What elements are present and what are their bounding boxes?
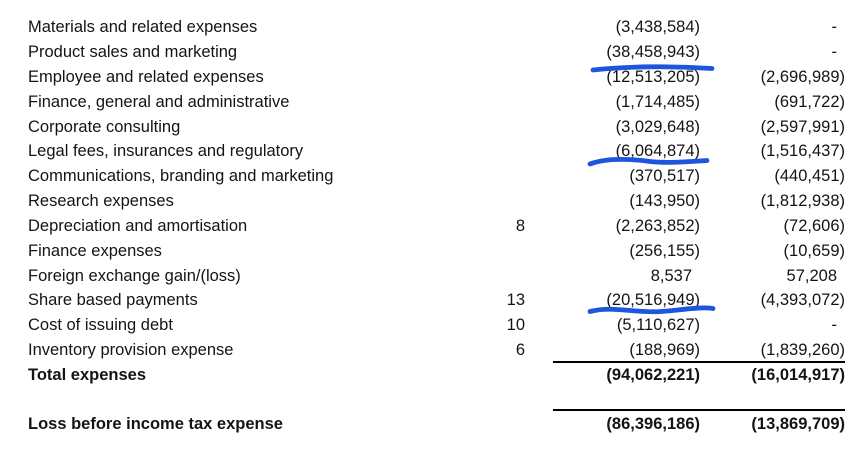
row-note: 13	[506, 291, 525, 310]
row-label: Share based payments	[28, 291, 198, 310]
table-row: Finance expenses (256,155) (10,659)	[0, 239, 868, 264]
row-spacer	[0, 388, 868, 412]
table-row: Research expenses (143,950) (1,812,938)	[0, 189, 868, 214]
table-row: Cost of issuing debt 10 (5,110,627) -	[0, 313, 868, 338]
row-value-prior: 57,208	[786, 266, 837, 285]
row-value-prior: (4,393,072)	[760, 291, 845, 310]
row-label: Cost of issuing debt	[28, 316, 173, 335]
row-value-current: (143,950)	[629, 192, 700, 211]
row-value-current: (370,517)	[629, 167, 700, 186]
table-row: Finance, general and administrative (1,7…	[0, 90, 868, 115]
row-value-current: (12,513,205)	[606, 67, 700, 86]
table-row: Foreign exchange gain/(loss) 8,537 57,20…	[0, 263, 868, 288]
row-value-current: (5,110,627)	[616, 316, 700, 335]
row-label: Inventory provision expense	[28, 341, 234, 360]
row-value-prior: (691,722)	[774, 92, 845, 111]
row-value-current: (2,263,852)	[615, 216, 700, 235]
row-value-current: (86,396,186)	[606, 414, 700, 433]
table-row: Depreciation and amortisation 8 (2,263,8…	[0, 214, 868, 239]
row-value-prior: (72,606)	[783, 216, 845, 235]
table-row: Product sales and marketing (38,458,943)…	[0, 40, 868, 65]
row-value-prior: (1,839,260)	[760, 341, 845, 360]
row-value-prior: (440,451)	[774, 167, 845, 186]
row-note: 6	[515, 341, 525, 360]
row-label: Finance, general and administrative	[28, 92, 290, 111]
row-value-prior: (2,696,989)	[760, 67, 845, 86]
row-value-current: (6,064,874)	[615, 142, 700, 161]
row-value-prior: (16,014,917)	[751, 365, 845, 384]
table-row: Share based payments 13 (20,516,949) (4,…	[0, 288, 868, 313]
table-row-loss-before-tax: Loss before income tax expense (86,396,1…	[0, 409, 868, 437]
table-row: Inventory provision expense 6 (188,969) …	[0, 338, 868, 363]
row-label: Corporate consulting	[28, 117, 181, 136]
row-label: Loss before income tax expense	[28, 414, 283, 433]
row-value-prior: -	[831, 316, 838, 335]
row-value-prior: (13,869,709)	[751, 414, 845, 433]
row-value-current: (20,516,949)	[606, 291, 700, 310]
row-label: Depreciation and amortisation	[28, 216, 248, 235]
row-label: Product sales and marketing	[28, 43, 238, 62]
row-note: 8	[515, 216, 525, 235]
row-value-prior: -	[831, 18, 838, 37]
row-label: Foreign exchange gain/(loss)	[28, 266, 241, 285]
row-label: Employee and related expenses	[28, 67, 264, 86]
row-label: Total expenses	[28, 365, 146, 384]
row-label: Legal fees, insurances and regulatory	[28, 142, 304, 161]
row-value-current: (94,062,221)	[606, 365, 700, 384]
table-row: Materials and related expenses (3,438,58…	[0, 15, 868, 40]
row-value-prior: (10,659)	[783, 241, 845, 260]
table-row: Corporate consulting (3,029,648) (2,597,…	[0, 114, 868, 139]
row-value-prior: (2,597,991)	[760, 117, 845, 136]
row-label: Communications, branding and marketing	[28, 167, 334, 186]
table-row: Communications, branding and marketing (…	[0, 164, 868, 189]
table-row: Employee and related expenses (12,513,20…	[0, 65, 868, 90]
table-row-total-expenses: Total expenses (94,062,221) (16,014,917)	[0, 360, 868, 388]
row-value-current: (1,714,485)	[615, 92, 700, 111]
row-value-current: (38,458,943)	[606, 43, 700, 62]
row-label: Materials and related expenses	[28, 18, 258, 37]
row-value-current: (256,155)	[629, 241, 700, 260]
row-value-current: 8,537	[650, 266, 692, 285]
row-value-prior: (1,812,938)	[760, 192, 845, 211]
row-value-prior: (1,516,437)	[760, 142, 845, 161]
table-row: Legal fees, insurances and regulatory (6…	[0, 139, 868, 164]
row-value-current: (3,029,648)	[615, 117, 700, 136]
row-value-current: (3,438,584)	[615, 18, 700, 37]
row-label: Research expenses	[28, 192, 174, 211]
row-note: 10	[506, 316, 525, 335]
row-value-prior: -	[831, 43, 838, 62]
row-label: Finance expenses	[28, 241, 162, 260]
row-value-current: (188,969)	[629, 341, 700, 360]
